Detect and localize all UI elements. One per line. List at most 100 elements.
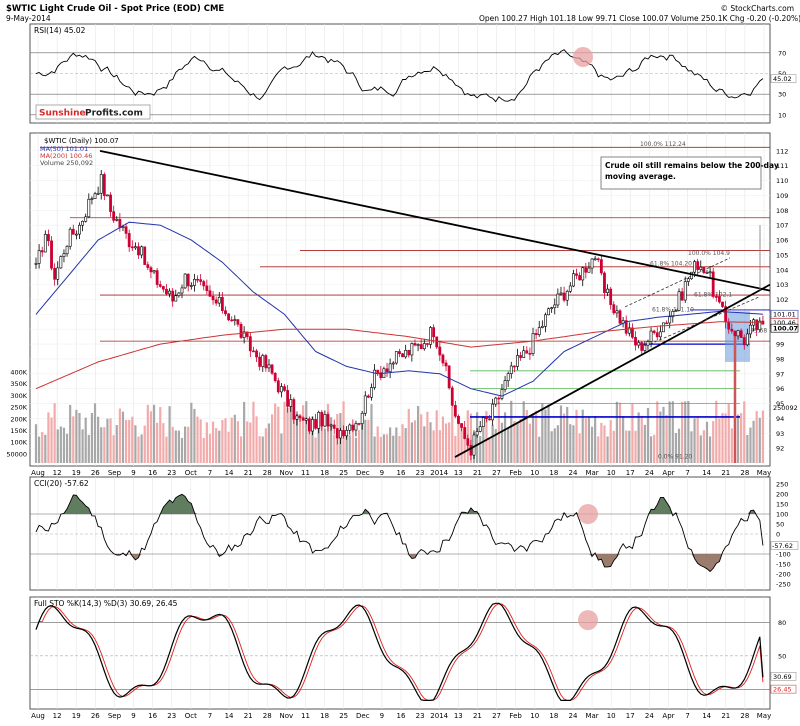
x-tick-label: Mar — [585, 712, 598, 720]
price-candle — [193, 278, 196, 286]
sunshine-logo: Sunshine Profits.com — [35, 104, 151, 120]
annotation-callout: Crude oil still remains below the 200-da… — [600, 156, 779, 190]
x-tick-label: 24 — [645, 469, 654, 477]
volume-bar — [348, 435, 351, 463]
volume-bar — [653, 434, 656, 463]
price-candle — [665, 322, 668, 325]
cci-y-tick: 200 — [776, 491, 788, 499]
x-tick-label: 10 — [607, 712, 616, 720]
price-candle — [370, 387, 373, 398]
price-candle — [183, 273, 187, 289]
volume-bar — [345, 430, 348, 463]
volume-bar — [693, 418, 696, 463]
volume-bar — [590, 426, 594, 463]
volume-bar — [749, 427, 752, 463]
price-y-tick: 103 — [776, 281, 788, 289]
x-tick-label: 11 — [301, 469, 310, 477]
price-candle — [99, 174, 103, 194]
volume-bar — [646, 407, 650, 463]
volume-bar — [295, 411, 299, 463]
price-candle — [245, 331, 249, 337]
volume-bar — [500, 422, 504, 463]
price-candle — [84, 216, 88, 222]
volume-bar — [149, 411, 153, 463]
volume-bar — [510, 400, 513, 463]
price-candle — [599, 259, 603, 274]
price-candle — [217, 297, 221, 304]
price-candle — [674, 310, 678, 312]
x-tick-label: 27 — [492, 712, 501, 720]
volume-y-tick: 350K — [10, 380, 27, 388]
volume-bar — [162, 423, 165, 463]
volume-bar — [491, 424, 494, 463]
price-candle — [351, 424, 355, 431]
x-tick-label: 13 — [454, 469, 463, 477]
volume-bar — [755, 411, 758, 463]
volume-bar — [93, 403, 97, 463]
price-candle — [736, 330, 740, 337]
price-candle — [730, 328, 734, 332]
cci-y-tick: 250 — [776, 481, 788, 489]
volume-bar — [426, 411, 429, 463]
price-candle — [267, 364, 271, 369]
x-tick-label: 9 — [380, 712, 384, 720]
volume-bar — [712, 421, 715, 463]
volume-y-tick: 100K — [10, 439, 27, 447]
volume-bar — [168, 406, 171, 463]
price-candle — [603, 272, 606, 293]
price-candle — [53, 267, 57, 280]
volume-bar — [578, 433, 581, 463]
price-candle — [189, 285, 193, 287]
price-candle — [553, 304, 557, 309]
volume-bar — [718, 418, 721, 463]
x-tick-label: 24 — [568, 469, 577, 477]
volume-bar — [559, 405, 563, 463]
price-candle — [640, 342, 644, 351]
volume-y-tick: 150K — [10, 427, 27, 435]
price-candle — [407, 349, 411, 356]
volume-bar — [292, 407, 295, 463]
sto-k-label: 30.69 — [773, 673, 792, 681]
x-tick-label: 21 — [721, 712, 730, 720]
volume-bar — [159, 407, 162, 463]
price-candle — [556, 293, 560, 306]
volume-bar — [156, 422, 159, 463]
x-tick-label: Aug — [31, 469, 45, 477]
price-candle — [339, 430, 342, 439]
volume-bar — [696, 416, 699, 463]
volume-bar — [38, 436, 41, 463]
price-candle — [47, 234, 50, 242]
cci-y-tick: -150 — [776, 561, 791, 569]
price-candle — [34, 263, 38, 265]
price-candle — [562, 292, 566, 301]
volume-bar — [600, 422, 603, 463]
volume-bar — [59, 426, 62, 463]
price-candle — [317, 411, 321, 429]
volume-bar — [550, 431, 553, 463]
volume-bar — [516, 423, 519, 463]
price-candle — [326, 414, 330, 427]
price-y-tick: 97 — [776, 370, 784, 378]
price-candle — [220, 297, 224, 311]
volume-bar — [674, 432, 678, 463]
price-candle — [252, 350, 255, 353]
price-candle — [721, 301, 724, 307]
price-candle — [366, 395, 370, 398]
price-candle — [286, 390, 290, 407]
volume-bar — [354, 437, 358, 463]
x-tick-label: Feb — [509, 469, 522, 477]
volume-bar — [752, 420, 755, 463]
x-tick-label: 16 — [397, 712, 406, 720]
x-tick-label: 21 — [244, 712, 253, 720]
x-tick-label: 26 — [91, 712, 100, 720]
uptrend-line — [454, 283, 771, 458]
price-candle — [606, 288, 609, 293]
x-tick-label: 9 — [131, 469, 135, 477]
volume-bar — [333, 434, 336, 463]
sto-d-label: 26.45 — [773, 686, 792, 694]
price-last-label: 100.46 — [773, 319, 796, 327]
price-candle — [311, 419, 314, 432]
volume-bar — [684, 401, 687, 463]
volume-bar — [115, 425, 118, 463]
x-tick-label: 19 — [72, 712, 81, 720]
